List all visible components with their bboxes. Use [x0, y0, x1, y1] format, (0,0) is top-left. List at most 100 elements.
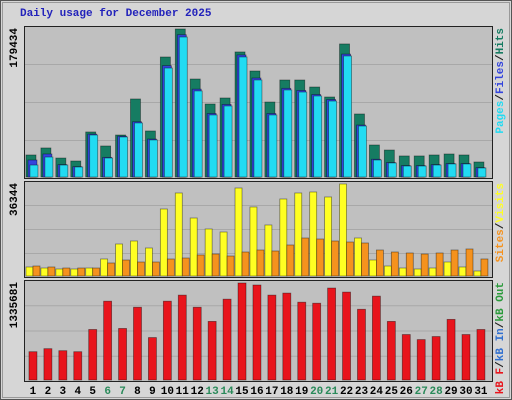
bar — [297, 301, 307, 381]
bar — [312, 302, 322, 381]
bar — [343, 55, 352, 178]
x-tick-label: 19 — [295, 386, 308, 398]
bar — [417, 165, 427, 178]
bar — [264, 224, 273, 277]
bar — [55, 268, 64, 277]
x-tick-label: 30 — [459, 386, 472, 398]
bar — [62, 267, 71, 277]
legend-entry: kB Out — [495, 282, 507, 322]
bar — [115, 243, 123, 277]
bar — [447, 163, 457, 178]
x-tick-label: 5 — [89, 386, 96, 398]
bar — [149, 139, 158, 178]
bar — [402, 165, 412, 178]
bar — [85, 267, 94, 277]
x-tick-label: 15 — [235, 386, 249, 398]
bar — [342, 291, 351, 381]
bar — [465, 248, 474, 277]
x-tick-label: 3 — [60, 386, 67, 398]
bar — [211, 253, 220, 277]
bar — [357, 308, 366, 381]
bar — [431, 336, 441, 381]
x-tick-label: 16 — [250, 386, 263, 398]
bar — [327, 287, 337, 381]
legend-entry: Hits — [495, 28, 507, 54]
legend-entry: Visits — [495, 183, 507, 223]
bar — [152, 261, 160, 277]
bar — [58, 350, 68, 381]
bar — [118, 328, 127, 381]
bar — [208, 114, 218, 178]
bar — [44, 156, 54, 178]
x-tick-label: 28 — [430, 386, 444, 398]
bar — [283, 89, 293, 178]
bar — [178, 36, 188, 178]
bar — [268, 114, 278, 178]
bar — [331, 240, 340, 277]
x-tick-label: 9 — [149, 386, 156, 398]
x-tick-label: 4 — [74, 386, 81, 398]
bar — [130, 240, 138, 277]
legend-separator: / — [495, 361, 507, 368]
legend-separator: / — [495, 54, 507, 61]
bar — [103, 300, 113, 381]
bar — [137, 261, 145, 277]
bar — [226, 255, 235, 277]
legend-entry: Sites — [495, 229, 507, 262]
x-tick-label: 24 — [370, 386, 384, 398]
bar — [477, 167, 487, 178]
bar — [133, 306, 142, 381]
bar — [267, 294, 277, 381]
x-tick-label: 7 — [119, 386, 126, 398]
x-tick-label: 17 — [265, 386, 278, 398]
bar — [32, 265, 41, 277]
x-tick-label: 29 — [444, 386, 457, 398]
bar — [446, 318, 456, 381]
bar — [256, 249, 265, 277]
bar — [204, 228, 213, 277]
bar — [428, 267, 437, 277]
bar — [237, 282, 247, 381]
bar — [238, 56, 248, 178]
bar — [383, 265, 392, 277]
bar — [316, 238, 325, 277]
x-tick-label: 12 — [191, 386, 204, 398]
bar — [119, 136, 128, 178]
legend-entry: Files — [495, 61, 507, 94]
bar — [88, 329, 98, 381]
bar — [324, 196, 333, 277]
bar — [313, 95, 323, 178]
bar — [189, 217, 198, 277]
bar — [193, 90, 203, 178]
bar — [92, 267, 101, 277]
bar — [249, 206, 258, 277]
bar — [47, 266, 56, 277]
bar — [148, 337, 157, 381]
bar — [358, 125, 367, 178]
bar — [25, 266, 34, 277]
bar — [271, 250, 280, 277]
bar — [401, 334, 411, 381]
x-tick-label: 11 — [176, 386, 190, 398]
bar — [473, 270, 482, 277]
bar — [398, 267, 407, 277]
bar — [372, 295, 381, 381]
bar — [413, 268, 422, 277]
bar — [222, 298, 232, 381]
bar — [458, 266, 467, 277]
bar — [196, 254, 205, 277]
bar — [174, 192, 183, 277]
bar — [181, 257, 190, 277]
x-tick-label: 20 — [310, 386, 323, 398]
chart-title: Daily usage for December 2025 — [20, 8, 212, 20]
legend: Pages/Files/Hits — [495, 28, 507, 134]
bar — [40, 267, 49, 277]
bar — [405, 252, 414, 277]
bar — [354, 237, 362, 277]
x-tick-label: 10 — [161, 386, 174, 398]
bar — [89, 134, 99, 178]
bar — [59, 164, 69, 178]
bar — [73, 351, 83, 381]
bar — [443, 261, 452, 277]
